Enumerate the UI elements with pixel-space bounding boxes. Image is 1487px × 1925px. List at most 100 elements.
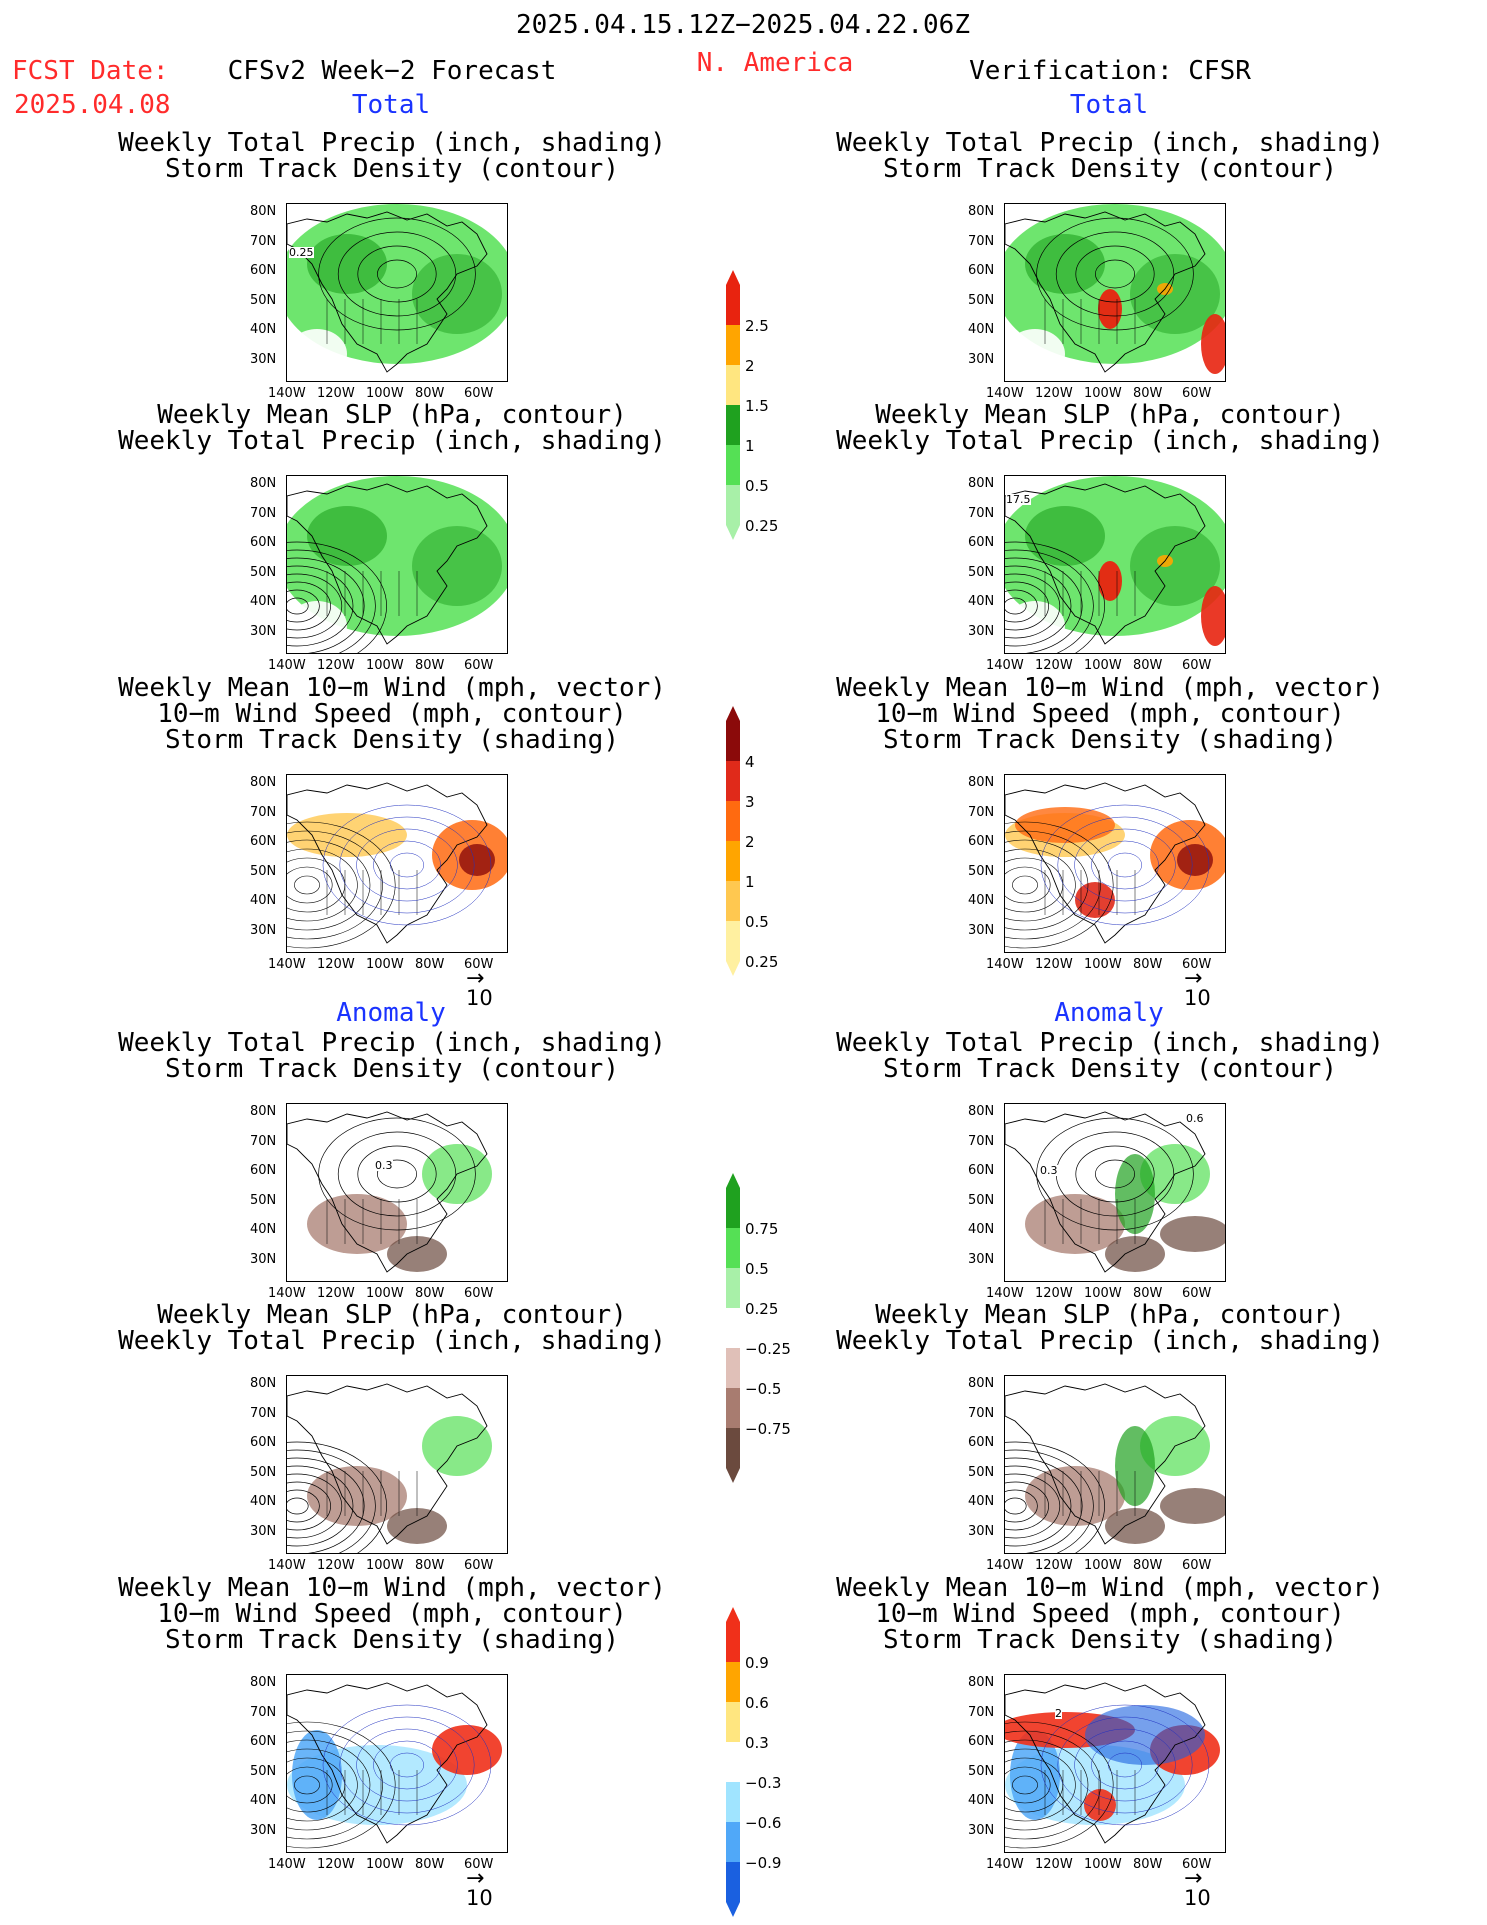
panel-title-line: 10−m Wind Speed (mph, contour)	[157, 1599, 627, 1629]
lat-tick-label: 60N	[250, 1734, 277, 1749]
lon-tick-label: 80W	[415, 386, 445, 401]
map-canvas	[1005, 1383, 1225, 1553]
map-panel-cfsv2-anomaly-slp-precip	[286, 1375, 508, 1554]
colorbar-swatch	[726, 761, 740, 801]
lat-tick-label: 40N	[250, 1793, 277, 1808]
lat-tick-label: 80N	[968, 1376, 995, 1391]
panel-title-line: Weekly Mean 10−m Wind (mph, vector)	[836, 1573, 1384, 1603]
map-canvas	[1005, 1111, 1225, 1273]
lat-tick-label: 40N	[250, 322, 277, 337]
map-canvas	[1005, 1682, 1220, 1849]
lon-tick-label: 120W	[1035, 386, 1073, 401]
lat-tick-label: 40N	[250, 1222, 277, 1237]
colorbar-swatch	[726, 721, 740, 761]
lat-tick-label: 70N	[250, 233, 277, 249]
lat-tick-label: 50N	[250, 863, 277, 879]
lon-tick-label: 140W	[986, 1286, 1024, 1301]
colorbar-swatch	[726, 1268, 740, 1308]
lat-tick-label: 70N	[968, 1405, 995, 1421]
lat-tick-label: 50N	[968, 1763, 995, 1779]
section-label-total: Total	[1069, 90, 1149, 120]
colorbar-swatch	[726, 1862, 740, 1902]
map-panel-cfsr-anomaly-precip-track	[1004, 1103, 1226, 1282]
colorbar-swatch	[726, 1742, 740, 1782]
coastline	[287, 1383, 488, 1545]
lat-tick-label: 70N	[968, 1704, 995, 1720]
colorbar-anomaly-storm-track: 0.9 0.6 0.3 −0.3 −0.6 −0.9	[723, 1607, 781, 1921]
colorbar-label: −0.5	[745, 1380, 782, 1398]
map-panel-cfsv2-total-precip-track	[286, 203, 508, 382]
colorbar-top-arrow	[726, 1173, 740, 1188]
lat-tick-label: 40N	[250, 594, 277, 609]
colorbar-top-arrow	[726, 1607, 740, 1622]
lat-tick-label: 30N	[968, 1822, 995, 1838]
panel-title-line: Weekly Total Precip (inch, shading)	[836, 1326, 1384, 1356]
lat-tick-label: 50N	[968, 1192, 995, 1208]
lat-tick-label: 30N	[968, 922, 995, 938]
lat-tick-label: 30N	[250, 1251, 277, 1267]
lat-tick-label: 60N	[968, 1163, 995, 1178]
lat-tick-label: 70N	[968, 505, 995, 521]
map-canvas	[287, 782, 507, 949]
lat-tick-label: 80N	[250, 775, 277, 790]
panel-title-line: Storm Track Density (shading)	[883, 725, 1337, 755]
lat-tick-label: 50N	[250, 1763, 277, 1779]
lon-tick-label: 60W	[1182, 1857, 1212, 1872]
coastline	[1005, 1383, 1206, 1545]
panel-title-line: Weekly Mean SLP (hPa, contour)	[157, 1300, 627, 1330]
vector-arrow-icon: →	[1184, 966, 1203, 991]
vector-arrow-icon: →	[466, 1866, 485, 1891]
colorbar-label: 0.5	[745, 1260, 769, 1278]
contour-label: 0.6	[1186, 1112, 1204, 1125]
vector-reference: → 10	[466, 1866, 493, 1911]
map-panel-cfsv2-total-slp-precip	[286, 475, 508, 654]
lon-tick-label: 80W	[1133, 957, 1163, 972]
section-label-anomaly: Anomaly	[1054, 998, 1164, 1028]
coastline	[287, 483, 488, 645]
colorbar-label: −0.6	[745, 1814, 782, 1832]
lon-tick-label: 60W	[1182, 658, 1212, 673]
map-canvas	[1005, 782, 1225, 949]
contour-label: 17.5	[1006, 493, 1031, 506]
coastline	[287, 782, 488, 944]
map-panel-cfsr-total-precip-track	[1004, 203, 1226, 382]
colorbar-swatch	[726, 1348, 740, 1388]
lon-tick-label: 100W	[1084, 658, 1122, 673]
panel-title-line: Weekly Mean 10−m Wind (mph, vector)	[118, 1573, 666, 1603]
colorbar-label: 0.25	[745, 1300, 779, 1318]
lat-tick-label: 50N	[250, 564, 277, 580]
lon-tick-label: 80W	[1133, 658, 1163, 673]
panel-title-line: Storm Track Density (shading)	[883, 1625, 1337, 1655]
lat-tick-label: 70N	[968, 233, 995, 249]
panel-title-line: Weekly Total Precip (inch, shading)	[118, 1028, 666, 1058]
lat-tick-label: 70N	[968, 804, 995, 820]
contour-label: 0.3	[1040, 1164, 1058, 1177]
lat-tick-label: 50N	[968, 863, 995, 879]
map-panel-cfsv2-anomaly-precip-track	[286, 1103, 508, 1282]
panel-title-line: Weekly Total Precip (inch, shading)	[836, 1028, 1384, 1058]
lon-tick-label: 80W	[415, 957, 445, 972]
colorbar-swatch	[726, 1388, 740, 1428]
lat-tick-label: 60N	[968, 834, 995, 849]
lon-tick-label: 100W	[366, 1558, 404, 1573]
lon-tick-label: 120W	[1035, 658, 1073, 673]
coastline	[1005, 1111, 1206, 1273]
coastline	[1005, 211, 1206, 373]
vector-reference: → 10	[1184, 966, 1211, 1011]
lon-tick-label: 80W	[415, 1857, 445, 1872]
lon-tick-label: 140W	[986, 957, 1024, 972]
lon-tick-label: 80W	[415, 658, 445, 673]
contour-label: 0.25	[289, 246, 314, 259]
colorbar-swatch	[726, 485, 740, 525]
region-title: N. America	[696, 48, 854, 78]
colorbar-total-storm-track: 4 3 2 1 0.5 0.25	[723, 706, 778, 980]
lat-tick-label: 40N	[968, 1494, 995, 1509]
lat-tick-label: 30N	[250, 623, 277, 639]
lon-tick-label: 140W	[268, 957, 306, 972]
lon-tick-label: 60W	[464, 957, 494, 972]
colorbar-swatch	[726, 325, 740, 365]
lon-tick-label: 140W	[986, 658, 1024, 673]
panel-title-line: Weekly Total Precip (inch, shading)	[118, 1326, 666, 1356]
colorbar-swatch	[726, 1228, 740, 1268]
colorbar-swatch	[726, 1308, 740, 1348]
